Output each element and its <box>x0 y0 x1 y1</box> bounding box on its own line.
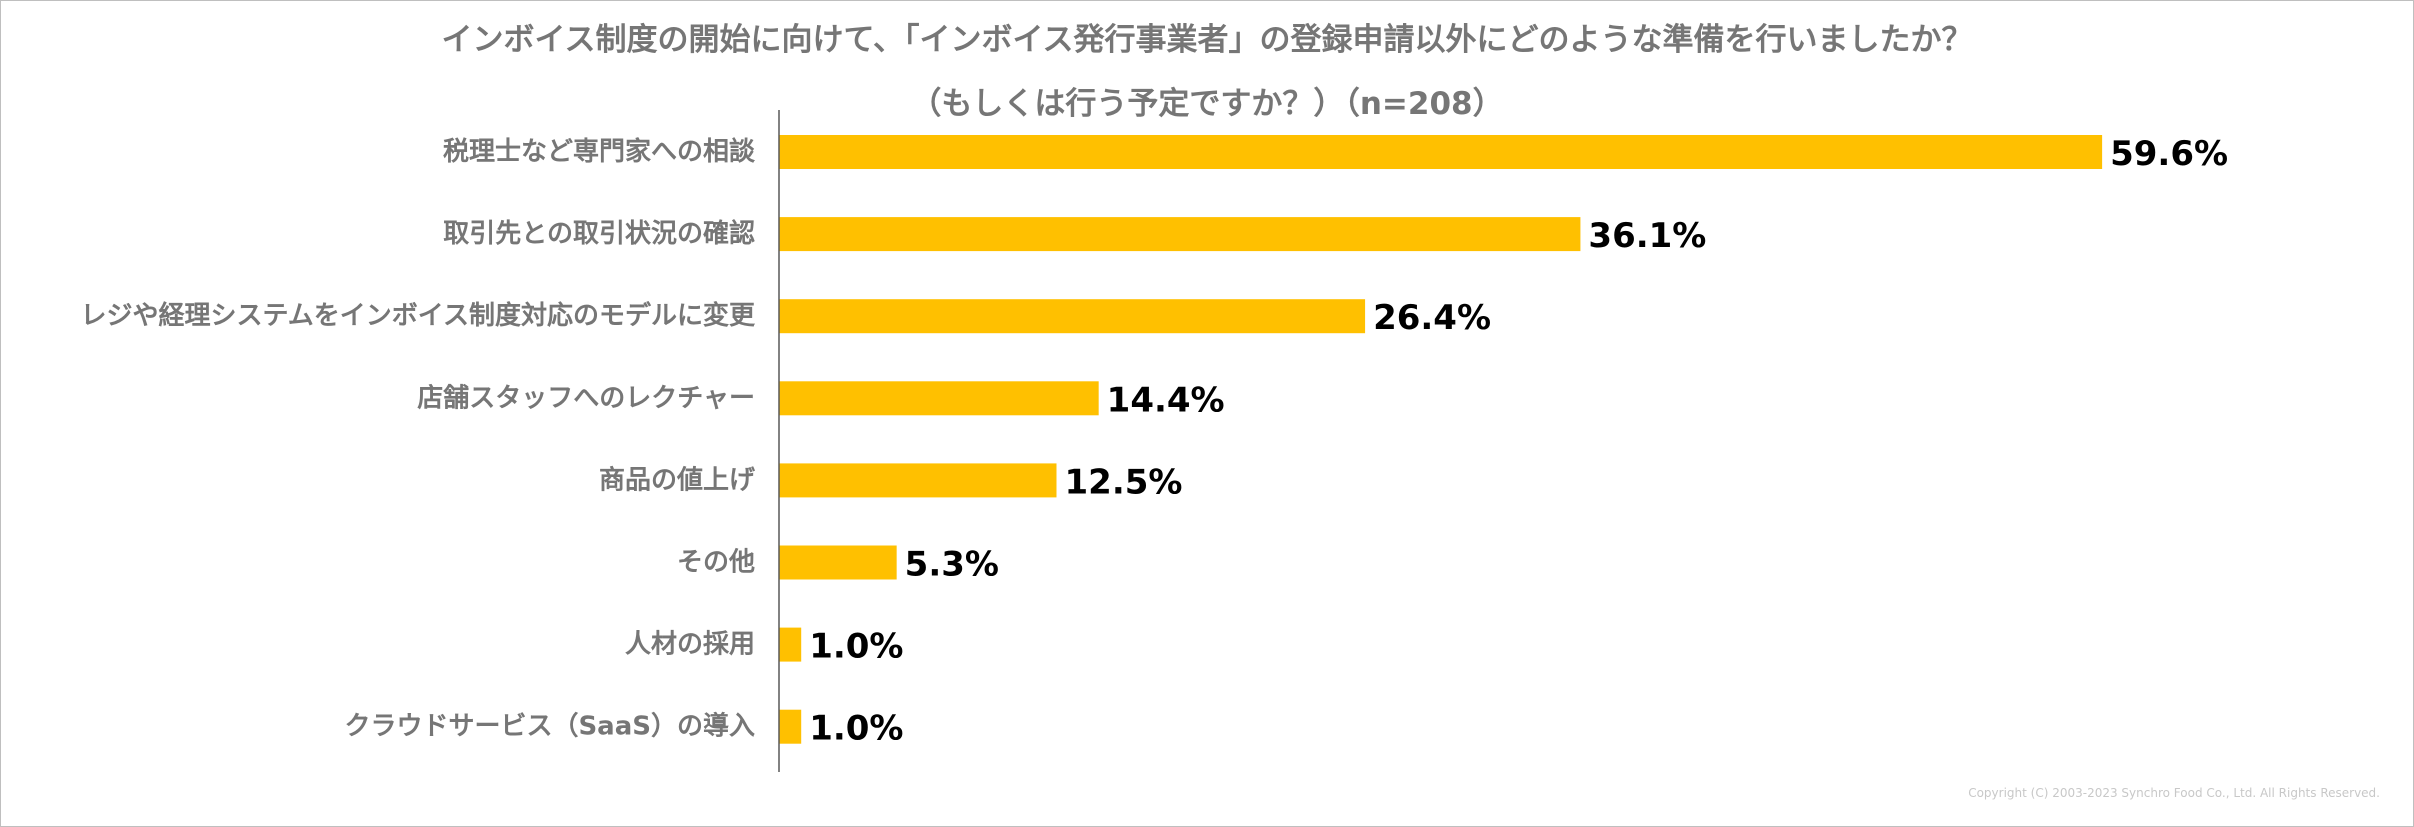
value-label-6: 5.3% <box>905 545 999 585</box>
value-label-2: 36.1% <box>1588 216 1706 256</box>
value-label-3: 26.4% <box>1373 298 1491 338</box>
bar-4 <box>779 381 1099 416</box>
bar-1 <box>779 135 2103 169</box>
value-label-5: 12.5% <box>1065 462 1183 502</box>
bar-2 <box>779 217 1581 252</box>
category-label-6: その他 <box>677 548 755 578</box>
category-label-3: レジや経理システムをインボイス制度対応のモデルに変更 <box>81 300 756 331</box>
category-label-2: 取引先との取引状況の確認 <box>443 218 755 249</box>
value-label-8: 1.0% <box>809 709 903 749</box>
category-label-5: 商品の値上げ <box>599 464 756 495</box>
bar-3 <box>779 299 1366 334</box>
category-label-8: クラウドサービス（SaaS）の導入 <box>344 711 755 742</box>
copyright-text: Copyright (C) 2003-2023 Synchro Food Co.… <box>1968 786 2380 800</box>
bars-group: 税理士など専門家への相談 59.6% 取引先との取引状況の確認 36.1% レジや経理シ… <box>81 134 2229 749</box>
chart-title: インボイス制度の開始に向けて、「インボイス発行事業者」の登録申請以外にどのような… <box>441 22 1972 58</box>
chart-subtitle: （もしくは行う予定ですか？）（n=208） <box>910 86 1503 122</box>
category-label-4: 店舗スタッフへのレクチャー <box>417 383 755 413</box>
bar-6 <box>779 545 897 580</box>
bar-8 <box>779 709 802 744</box>
bar-5 <box>779 463 1057 498</box>
value-label-7: 1.0% <box>809 627 903 667</box>
value-label-4: 14.4% <box>1107 380 1225 420</box>
value-label-1: 59.6% <box>2110 134 2228 174</box>
category-label-7: 人材の採用 <box>625 630 755 660</box>
bar-7 <box>779 627 802 662</box>
category-label-1: 税理士など専門家への相談 <box>443 136 756 167</box>
